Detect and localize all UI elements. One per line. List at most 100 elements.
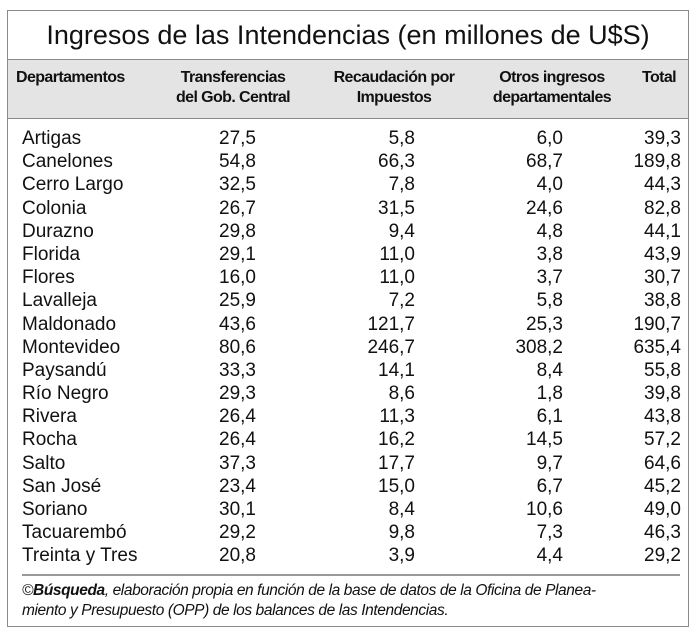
recaudacion-value: 11,3 bbox=[379, 406, 415, 428]
recaudacion-value: 11,0 bbox=[379, 267, 415, 289]
table-row: Maldonado 43,6 121,7 25,3 190,7 bbox=[8, 313, 688, 336]
table-row: Lavalleja 25,9 7,2 5,8 38,8 bbox=[8, 289, 688, 312]
transferencias-value: 26,4 bbox=[219, 429, 256, 451]
source-text-continued: miento y Presupuesto (OPP) de los balanc… bbox=[22, 602, 449, 619]
table-row: Colonia 26,7 31,5 24,6 82,8 bbox=[8, 197, 688, 220]
transferencias-value: 29,2 bbox=[219, 522, 256, 544]
transferencias-value: 25,9 bbox=[219, 290, 256, 312]
header-transferencias: Transferencias del Gob. Central bbox=[170, 68, 296, 108]
table-row: Treinta y Tres 20,8 3,9 4,4 29,2 bbox=[8, 544, 688, 567]
total-value: 82,8 bbox=[644, 197, 681, 219]
table-row: Cerro Largo 32,5 7,8 4,0 44,3 bbox=[8, 173, 688, 196]
source-note: ©Búsqueda, elaboración propia en función… bbox=[22, 581, 596, 621]
recaudacion-value: 16,2 bbox=[378, 429, 415, 451]
department-name: Tacuarembó bbox=[22, 522, 127, 544]
department-name: Montevideo bbox=[22, 336, 121, 358]
transferencias-value: 32,5 bbox=[219, 174, 256, 196]
department-name: Artigas bbox=[22, 128, 82, 149]
transferencias-value: 33,3 bbox=[219, 359, 256, 381]
total-value: 64,6 bbox=[644, 452, 681, 474]
header-line: Transferencias bbox=[180, 69, 286, 86]
transferencias-value: 29,8 bbox=[219, 220, 256, 242]
transferencias-value: 43,6 bbox=[219, 313, 256, 335]
department-name: Lavalleja bbox=[22, 290, 97, 312]
table-title: Ingresos de las Intendencias (en millone… bbox=[8, 11, 688, 60]
transferencias-value: 54,8 bbox=[219, 151, 256, 173]
transferencias-value: 20,8 bbox=[219, 545, 256, 567]
table-row: San José 23,4 15,0 6,7 45,2 bbox=[8, 475, 688, 498]
header-recaudacion: Recaudación por Impuestos bbox=[324, 68, 464, 108]
total-value: 39,3 bbox=[644, 128, 681, 149]
recaudacion-value: 246,7 bbox=[367, 336, 415, 358]
header-line: departamentales bbox=[492, 89, 612, 106]
total-value: 43,9 bbox=[644, 243, 681, 265]
recaudacion-value: 7,2 bbox=[388, 290, 415, 312]
transferencias-value: 80,6 bbox=[219, 336, 256, 358]
header-total: Total bbox=[634, 68, 684, 88]
otros-ingresos-value: 3,7 bbox=[536, 267, 563, 289]
department-name: Florida bbox=[22, 243, 81, 265]
table-row: Montevideo 80,6 246,7 308,2 635,4 bbox=[8, 336, 688, 359]
department-name: Salto bbox=[22, 452, 66, 474]
total-value: 30,7 bbox=[644, 267, 681, 289]
department-name: San José bbox=[22, 475, 102, 497]
recaudacion-value: 31,5 bbox=[378, 197, 415, 219]
transferencias-value: 29,3 bbox=[219, 383, 256, 405]
otros-ingresos-value: 308,2 bbox=[515, 336, 563, 358]
department-name: Colonia bbox=[22, 197, 87, 219]
department-name: Río Negro bbox=[22, 383, 109, 405]
table-body: Artigas 27,5 5,8 6,0 39,3 Canelones 54,8 66,3 68… bbox=[8, 119, 688, 568]
department-name: Paysandú bbox=[22, 359, 107, 381]
department-name: Durazno bbox=[22, 220, 94, 242]
recaudacion-value: 8,4 bbox=[388, 499, 415, 520]
recaudacion-value: 9,4 bbox=[388, 220, 415, 242]
recaudacion-value: 15,0 bbox=[378, 475, 415, 497]
recaudacion-value: 9,8 bbox=[388, 522, 415, 544]
table-row: Tacuarembó 29,2 9,8 7,3 46,3 bbox=[8, 521, 688, 544]
table-row: Paysandú 33,3 14,1 8,4 55,8 bbox=[8, 359, 688, 382]
table-row: Artigas 27,5 5,8 6,0 39,3 bbox=[8, 127, 688, 150]
total-value: 189,8 bbox=[633, 151, 681, 173]
recaudacion-value: 14,1 bbox=[378, 359, 415, 381]
total-value: 190,7 bbox=[633, 313, 681, 335]
otros-ingresos-value: 8,4 bbox=[536, 359, 563, 381]
table-row: Flores 16,0 11,0 3,7 30,7 bbox=[8, 266, 688, 289]
transferencias-value: 26,7 bbox=[219, 197, 256, 219]
total-value: 39,8 bbox=[644, 383, 681, 405]
recaudacion-value: 5,8 bbox=[388, 128, 415, 149]
department-name: Canelones bbox=[22, 151, 113, 173]
total-value: 38,8 bbox=[644, 290, 681, 312]
income-table-figure: Ingresos de las Intendencias (en millone… bbox=[7, 10, 689, 627]
department-name: Rocha bbox=[22, 429, 77, 451]
transferencias-value: 16,0 bbox=[219, 267, 256, 289]
otros-ingresos-value: 10,6 bbox=[526, 499, 563, 520]
transferencias-value: 23,4 bbox=[219, 475, 256, 497]
otros-ingresos-value: 24,6 bbox=[526, 197, 563, 219]
otros-ingresos-value: 1,8 bbox=[536, 383, 563, 405]
otros-ingresos-value: 9,7 bbox=[536, 452, 563, 474]
otros-ingresos-value: 5,8 bbox=[536, 290, 563, 312]
transferencias-value: 26,4 bbox=[219, 406, 256, 428]
otros-ingresos-value: 4,8 bbox=[536, 220, 563, 242]
recaudacion-value: 3,9 bbox=[388, 545, 415, 567]
table-row: Canelones 54,8 66,3 68,7 189,8 bbox=[8, 150, 688, 173]
recaudacion-value: 8,6 bbox=[388, 383, 415, 405]
otros-ingresos-value: 3,8 bbox=[536, 243, 563, 265]
recaudacion-value: 17,7 bbox=[378, 452, 415, 474]
total-value: 29,2 bbox=[644, 545, 681, 567]
otros-ingresos-value: 68,7 bbox=[526, 151, 563, 173]
table-row: Florida 29,1 11,0 3,8 43,9 bbox=[8, 243, 688, 266]
recaudacion-value: 121,7 bbox=[367, 313, 415, 335]
table-header: Departamentos Transferencias del Gob. Cen… bbox=[8, 60, 688, 119]
otros-ingresos-value: 6,1 bbox=[536, 406, 563, 428]
transferencias-value: 30,1 bbox=[219, 499, 256, 520]
otros-ingresos-value: 4,0 bbox=[536, 174, 563, 196]
transferencias-value: 29,1 bbox=[219, 243, 256, 265]
total-value: 49,0 bbox=[644, 499, 681, 520]
total-value: 57,2 bbox=[644, 429, 681, 451]
otros-ingresos-value: 4,4 bbox=[536, 545, 563, 567]
total-value: 44,1 bbox=[644, 220, 681, 242]
transferencias-value: 37,3 bbox=[219, 452, 256, 474]
table-row: Durazno 29,8 9,4 4,8 44,1 bbox=[8, 220, 688, 243]
total-value: 46,3 bbox=[644, 522, 681, 544]
